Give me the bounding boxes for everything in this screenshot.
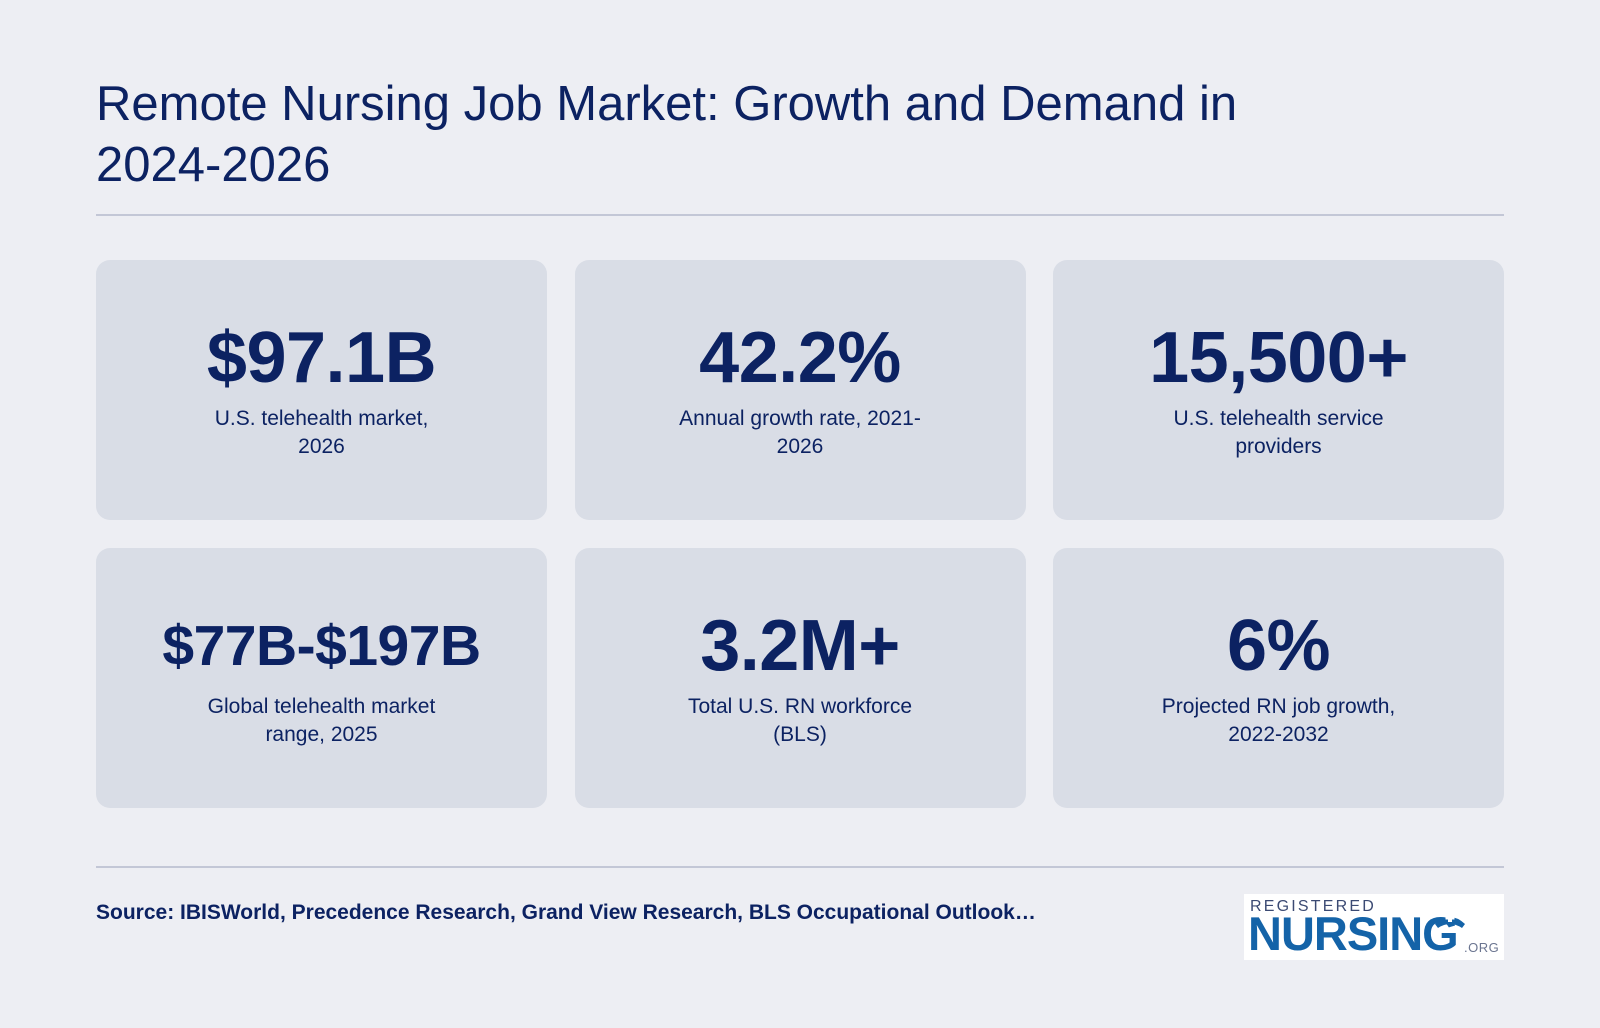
stat-label: Total U.S. RN workforce (BLS) xyxy=(687,695,913,746)
stat-value: 3.2M+ xyxy=(700,606,900,686)
logo-top-text: REGISTERED xyxy=(1250,898,1377,915)
stat-label: U.S. telehealth market, 2026 xyxy=(214,407,429,458)
stat-label: Global telehealth market range, 2025 xyxy=(207,695,436,746)
stat-card-global-market-range: $77B-$197B Global telehealth market rang… xyxy=(96,548,547,808)
stat-card-annual-growth-rate: 42.2% Annual growth rate, 2021-2026 xyxy=(574,260,1026,520)
stat-value: $77B-$197B xyxy=(162,614,481,678)
bottom-divider xyxy=(96,866,1504,868)
stat-card-rn-job-growth: 6% Projected RN job growth, 2022-2032 xyxy=(1053,548,1504,808)
registered-nursing-logo: REGISTERED NURSING .ORG xyxy=(1244,894,1504,960)
stat-value: $97.1B xyxy=(206,318,437,398)
logo-main-text: NURSING xyxy=(1248,907,1459,960)
stat-label: U.S. telehealth service providers xyxy=(1173,407,1384,458)
stat-card-service-providers: 15,500+ U.S. telehealth service provider… xyxy=(1053,260,1504,520)
logo-suffix: .ORG xyxy=(1464,940,1500,955)
stat-value: 6% xyxy=(1226,606,1331,686)
page-title: Remote Nursing Job Market: Growth and De… xyxy=(96,77,1238,192)
stat-card-rn-workforce: 3.2M+ Total U.S. RN workforce (BLS) xyxy=(574,548,1026,808)
infographic: Remote Nursing Job Market: Growth and De… xyxy=(96,0,1504,1028)
stat-value: 42.2% xyxy=(699,318,901,398)
stat-label: Projected RN job growth, 2022-2032 xyxy=(1161,695,1396,746)
nurse-cap-icon xyxy=(1435,913,1465,928)
stat-card-us-telehealth-market: $97.1B U.S. telehealth market, 2026 xyxy=(96,260,547,520)
stat-value: 15,500+ xyxy=(1149,318,1408,398)
stat-label: Annual growth rate, 2021-2026 xyxy=(679,407,921,458)
source-note: Source: IBISWorld, Precedence Research, … xyxy=(96,901,1036,924)
stats-grid: $97.1B U.S. telehealth market, 2026 42.2… xyxy=(96,260,1504,808)
top-divider xyxy=(96,214,1504,216)
